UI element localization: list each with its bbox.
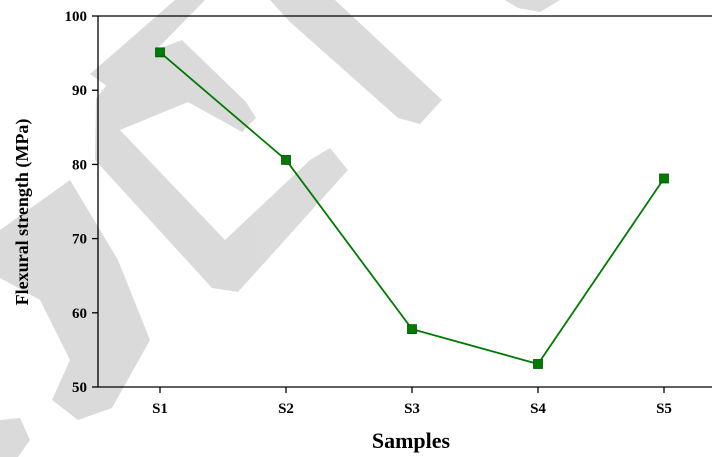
data-point — [659, 173, 669, 184]
x-tick-label: S3 — [404, 401, 420, 417]
y-tick-label: 50 — [72, 380, 87, 396]
watermark-stroke-bottom — [0, 418, 30, 457]
watermark-arc-top — [505, 0, 560, 12]
y-axis-title: Flexural strength (MPa) — [12, 119, 33, 306]
watermark — [0, 0, 560, 457]
x-ticks: S1 S2 S3 S4 S5 — [152, 387, 672, 417]
watermark-bar-right — [270, 0, 442, 124]
x-tick-label: S2 — [278, 401, 294, 417]
y-ticks: 50 60 70 80 90 100 — [65, 9, 98, 396]
y-tick-label: 100 — [65, 9, 88, 25]
data-point — [155, 47, 165, 58]
y-tick-label: 80 — [72, 157, 87, 173]
x-axis-title: Samples — [372, 428, 451, 453]
watermark-stroke-top — [90, 0, 205, 92]
data-point — [407, 324, 417, 335]
axes — [97, 15, 712, 388]
y-tick-label: 90 — [72, 83, 87, 99]
series-layer — [155, 47, 669, 369]
x-tick-label: S1 — [152, 401, 168, 417]
x-tick-label: S4 — [530, 401, 546, 417]
watermark-stroke-left — [0, 180, 150, 420]
y-tick-label: 70 — [72, 232, 87, 248]
watermark-loop — [95, 40, 348, 292]
data-point — [533, 359, 543, 369]
data-point — [281, 155, 291, 165]
x-tick-label: S5 — [656, 401, 672, 417]
y-tick-label: 60 — [72, 306, 87, 322]
